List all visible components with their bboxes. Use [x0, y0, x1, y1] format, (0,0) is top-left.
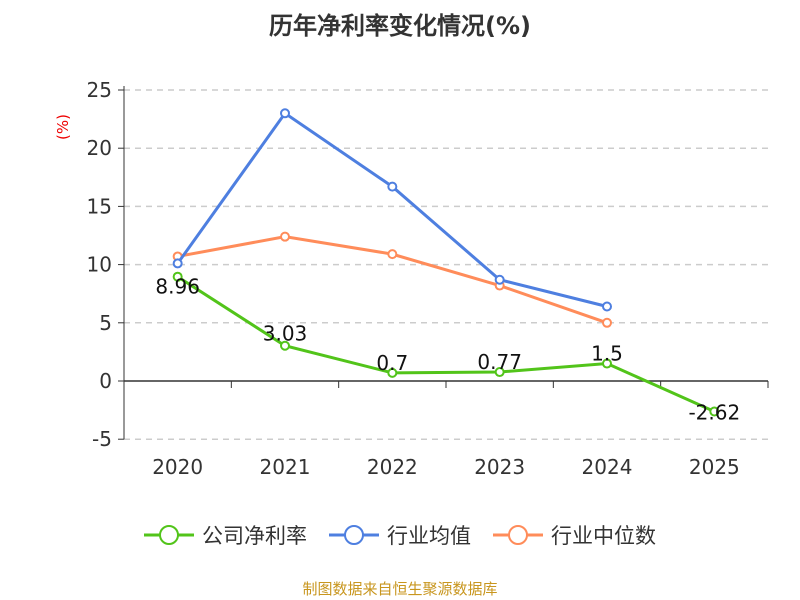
x-tick-label: 2023 — [474, 455, 525, 479]
data-point — [709, 406, 720, 417]
y-tick-label: -5 — [92, 427, 112, 451]
data-point — [387, 367, 398, 378]
legend-marker-icon — [144, 525, 194, 545]
data-label: 3.03 — [263, 322, 308, 346]
series-line — [176, 111, 608, 308]
data-point — [494, 367, 505, 378]
data-point — [494, 274, 505, 285]
y-axis-label: (%) — [54, 114, 72, 140]
legend-item[interactable]: 行业均值 — [329, 520, 471, 550]
data-label: 0.77 — [477, 350, 522, 374]
y-tick-label: 20 — [87, 136, 112, 160]
data-point — [280, 231, 290, 242]
data-label: 1.5 — [591, 342, 623, 366]
source-note: 制图数据来自恒生聚源数据库 — [302, 580, 498, 598]
y-tick-label: 0 — [99, 369, 112, 393]
data-label: -2.62 — [688, 400, 740, 424]
y-tick-label: 10 — [87, 253, 112, 277]
data-point — [602, 301, 612, 312]
x-tick-label: 2025 — [689, 455, 740, 479]
y-tick-label: 5 — [99, 311, 112, 335]
data-point — [602, 358, 612, 369]
legend-item[interactable]: 行业中位数 — [493, 520, 656, 550]
data-point — [280, 340, 290, 351]
data-point — [387, 181, 398, 192]
legend-marker-icon — [493, 525, 543, 545]
data-label: 0.7 — [376, 351, 408, 375]
x-tick-label: 2021 — [260, 455, 311, 479]
data-point — [172, 258, 183, 269]
legend-label: 公司净利率 — [202, 524, 307, 548]
x-tick-label: 2024 — [582, 455, 633, 479]
data-point — [602, 317, 612, 328]
legend-item[interactable]: 公司净利率 — [144, 520, 307, 550]
data-point — [280, 108, 290, 119]
y-tick-label: 25 — [87, 78, 112, 102]
series-line — [176, 275, 715, 413]
y-tick-label: 15 — [87, 194, 112, 218]
legend-label: 行业中位数 — [551, 524, 656, 548]
legend: 公司净利率 行业均值 行业中位数 — [0, 520, 800, 550]
data-point — [172, 271, 183, 282]
x-tick-label: 2022 — [367, 455, 418, 479]
data-point — [387, 249, 398, 260]
x-tick-label: 2020 — [152, 455, 203, 479]
data-label: 8.96 — [155, 275, 200, 299]
legend-label: 行业均值 — [387, 524, 471, 548]
chart-title: 历年净利率变化情况(%) — [269, 12, 531, 40]
legend-marker-icon — [329, 525, 379, 545]
